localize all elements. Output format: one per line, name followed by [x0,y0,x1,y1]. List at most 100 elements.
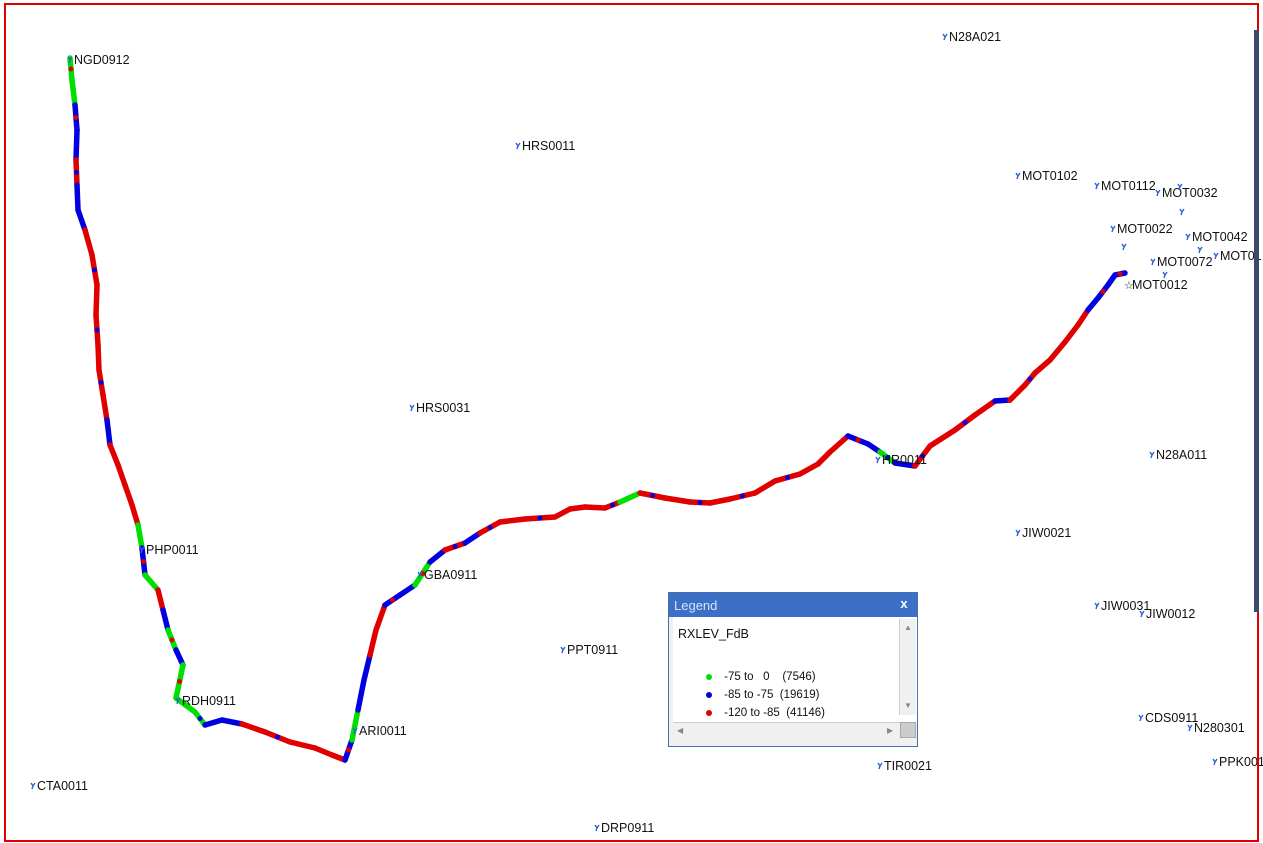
route-sample-point [920,453,925,459]
antenna-icon [1150,258,1156,266]
site-mot01[interactable]: MOT01 [1213,249,1262,263]
legend-titlebar[interactable]: Legend x [669,593,917,617]
scroll-up-icon[interactable]: ▲ [904,623,912,632]
site-mot0042[interactable]: MOT0042 [1185,230,1248,244]
legend-dot-icon [706,709,713,716]
scroll-down-icon[interactable]: ▼ [904,701,912,710]
antenna-icon [30,782,36,790]
site-mot0072[interactable]: MOT0072 [1150,255,1213,269]
legend-horizontal-scrollbar[interactable]: ◀ ▶ [673,722,901,739]
antenna-icon [1177,183,1183,191]
legend-item-count: (7546) [782,671,816,683]
site-mot0012[interactable]: ☆MOT0012 [1124,278,1188,292]
site-hrs0031[interactable]: HRS0031 [409,401,470,415]
route-sample-point [740,493,745,499]
site-jiw0031[interactable]: JIW0031 [1094,599,1150,613]
route-sample-point [177,679,182,684]
legend-dot-icon [706,673,713,680]
scroll-left-icon[interactable]: ◀ [677,726,684,735]
route-sample-point [346,747,351,753]
route-segment [582,504,608,511]
antenna-icon [1197,246,1203,254]
route-segment [927,427,958,449]
antenna-icon [877,762,883,770]
scroll-right-icon[interactable]: ▶ [887,726,894,735]
site-cta0011[interactable]: CTA0011 [30,779,88,793]
site-label: HRS0031 [416,401,470,415]
legend-item-medium: -85 to -75 (19619) [687,677,819,713]
site-markers: NGD0912 N28A021 HRS0011 MOT0102 MOT0112 MOT00… [30,30,1263,835]
site-label: MOT0012 [1132,278,1188,292]
route-sample-point [68,66,74,72]
route-sample-point [855,437,861,443]
route-segment [95,342,102,373]
route-sample-point [321,749,326,754]
site-label: DRP0911 [601,821,654,835]
legend-vertical-scrollbar[interactable]: ▲ ▼ [899,619,916,715]
site-n28a011[interactable]: N28A011 [1149,448,1207,462]
site-n28a021[interactable]: N28A021 [942,30,1001,44]
site-php0011[interactable]: PHP0011 [139,543,199,557]
antenna-icon [417,571,423,579]
antenna-icon [1015,529,1021,537]
route-sample-point [962,420,968,425]
site-ngd0912[interactable]: NGD0912 [67,53,130,67]
site-ppk001[interactable]: PPK001 [1212,755,1263,769]
site-mot0102[interactable]: MOT0102 [1015,169,1078,183]
site-mot0112[interactable]: MOT0112 [1094,179,1156,193]
antenna-icon [1110,225,1116,233]
site-label: JIW0012 [1146,607,1195,621]
legend-item-range: -75 to 0 [724,671,770,683]
route-sample-point [229,719,235,725]
right-scrollbar[interactable] [1254,30,1259,612]
site-ppt0911[interactable]: PPT0911 [560,643,618,657]
route-segment [173,647,186,668]
antenna-icon [1213,252,1219,260]
route-segment [552,506,573,520]
antenna-icon [942,33,948,41]
site-label: PPK001 [1219,755,1263,769]
site-drp0911[interactable]: DRP0911 [594,821,654,835]
route-sample-point [452,544,458,549]
route-sample-point [141,559,146,564]
route-segment [160,607,171,633]
route-segment [69,77,78,108]
site-label: MOT0102 [1022,169,1078,183]
site-label: ARI0011 [359,724,407,738]
route-sample-point [73,115,79,120]
site-label: N28A011 [1156,448,1207,462]
legend-resize-grip[interactable] [900,722,916,738]
route-sample-point [610,502,615,508]
route-segment [373,602,388,633]
site-hrs0011[interactable]: HRS0011 [515,139,575,153]
route-sample-point [487,525,493,530]
site-jiw0021[interactable]: JIW0021 [1015,526,1071,540]
route-segment [1007,382,1028,403]
antenna-icon [1094,602,1100,610]
legend-item-count: (41146) [786,707,825,719]
route-segment [427,547,448,565]
route-sample-point [169,637,175,643]
site-label: MOT0032 [1162,186,1218,200]
site-label: RDH0911 [182,694,236,708]
site-gba0911[interactable]: GBA0911 [417,568,477,582]
site-hr0011[interactable]: HR0011 [875,453,927,467]
route-segment [1062,322,1081,345]
site-cds0911[interactable]: CDS0911 [1138,711,1198,725]
route-segment [497,516,528,525]
site-mot0022[interactable]: MOT0022 [1110,222,1173,236]
antenna-icon [1121,243,1127,251]
site-ari0011[interactable]: ARI0011 [352,724,407,738]
site-mot0032[interactable]: MOT0032 [1155,186,1218,200]
close-button[interactable]: x [900,596,908,611]
site-label: PHP0011 [146,543,199,557]
site-n280301[interactable]: N280301 [1187,721,1245,735]
site-tir0021[interactable]: TIR0021 [877,759,932,773]
legend-window[interactable]: Legend x RXLEV_FdB -75 to 0 (7546) -85 t… [668,592,918,747]
site-rdh0911[interactable]: RDH0911 [175,694,236,708]
antenna-icon [875,456,881,464]
route-segment [707,496,733,506]
route-sample-point [785,475,790,480]
site-jiw0012[interactable]: JIW0012 [1139,607,1195,621]
